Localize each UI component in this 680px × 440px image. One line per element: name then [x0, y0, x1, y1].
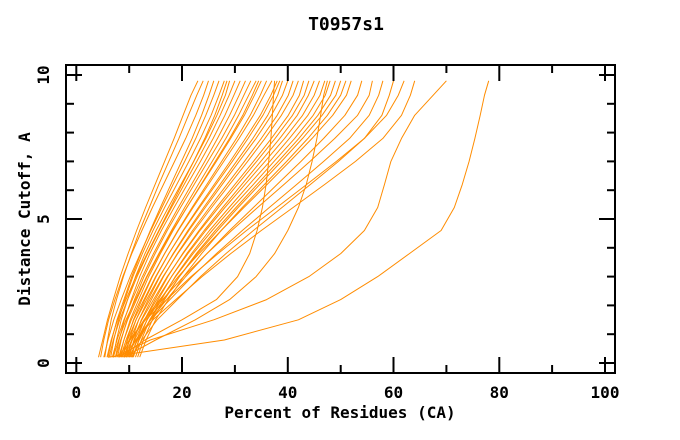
y-tick-label: 0	[34, 358, 53, 368]
x-tick-label: 20	[172, 383, 191, 402]
model-curve	[126, 80, 384, 358]
model-curve	[118, 80, 276, 358]
y-tick-label: 10	[34, 65, 53, 84]
model-curve	[103, 80, 220, 358]
model-curve	[106, 80, 228, 358]
model-curve	[123, 80, 299, 358]
model-curve	[128, 80, 363, 358]
plot-title: T0957s1	[308, 14, 384, 35]
model-curve	[107, 80, 215, 358]
model-curve	[125, 80, 310, 358]
model-curve	[118, 80, 405, 358]
model-curve	[104, 80, 204, 358]
x-tick-label: 60	[384, 383, 403, 402]
model-curve	[131, 80, 394, 358]
model-curve	[107, 80, 490, 358]
y-axis-label: Distance Cutoff, A	[15, 132, 34, 306]
model-curve	[113, 80, 447, 358]
model-curve	[100, 80, 209, 358]
model-curve	[131, 80, 342, 358]
model-curve	[123, 80, 352, 358]
axes-frame	[65, 64, 616, 374]
model-curve	[139, 80, 347, 358]
model-curve	[118, 80, 273, 358]
model-curve	[108, 80, 236, 358]
model-curve	[123, 80, 416, 358]
x-tick-label: 80	[490, 383, 509, 402]
model-curve	[110, 80, 225, 358]
model-curve	[120, 80, 373, 358]
model-curve	[120, 80, 281, 358]
model-curve	[98, 80, 199, 358]
model-curve	[121, 80, 289, 358]
x-tick-label: 100	[591, 383, 620, 402]
model-curve	[128, 80, 294, 358]
x-axis-label: Percent of Residues (CA)	[224, 403, 455, 422]
model-curve	[115, 80, 262, 358]
model-curve	[122, 80, 268, 358]
x-tick-label: 0	[71, 383, 81, 402]
model-curve	[123, 80, 328, 358]
model-curve	[112, 80, 231, 358]
y-tick-label: 5	[34, 214, 53, 224]
plot-frame	[65, 64, 616, 374]
tick-labels: 0 20 40 60 80 100 0 5 10	[34, 65, 619, 402]
model-curve	[117, 80, 252, 358]
model-curve	[112, 80, 257, 358]
x-tick-label: 40	[278, 383, 297, 402]
model-curves	[98, 80, 490, 358]
model-curve	[111, 80, 246, 358]
